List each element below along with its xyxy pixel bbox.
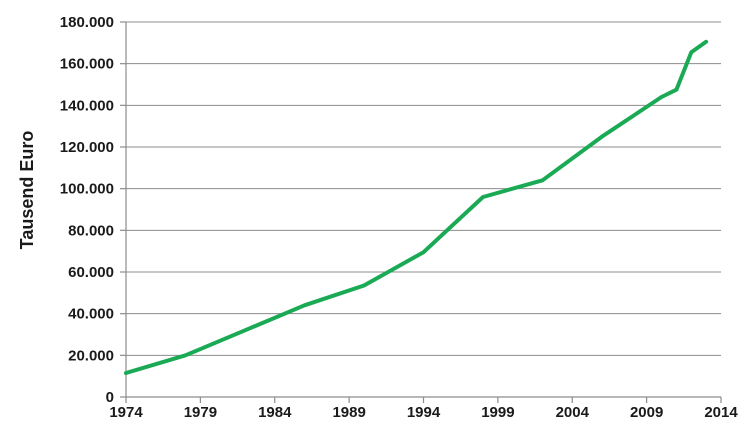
x-tick-label: 1974 bbox=[109, 404, 143, 421]
x-tick-label: 1979 bbox=[184, 404, 217, 421]
y-tick-label: 20.000 bbox=[68, 347, 114, 364]
x-tick-label: 2014 bbox=[704, 404, 738, 421]
y-axis-ticks: 0 20.000 40.000 60.000 80.000 100.000 120.000 1… bbox=[60, 14, 126, 406]
y-tick-label: 140.000 bbox=[60, 97, 114, 114]
x-tick-label: 1999 bbox=[481, 404, 514, 421]
y-tick-label: 100.000 bbox=[60, 181, 114, 198]
gridlines bbox=[126, 21, 721, 356]
y-tick-label: 160.000 bbox=[60, 56, 114, 73]
y-tick-label: 40.000 bbox=[68, 306, 114, 323]
x-tick-label: 1994 bbox=[407, 404, 441, 421]
x-tick-label: 1984 bbox=[258, 404, 292, 421]
x-tick-label: 2009 bbox=[630, 404, 663, 421]
y-tick-label: 60.000 bbox=[68, 264, 114, 281]
y-axis-title: Tausend Euro bbox=[17, 131, 37, 250]
y-tick-label: 180.000 bbox=[60, 14, 114, 31]
y-tick-label: 80.000 bbox=[68, 222, 114, 239]
y-tick-label: 0 bbox=[106, 389, 114, 406]
x-tick-label: 2004 bbox=[556, 404, 590, 421]
y-tick-label: 120.000 bbox=[60, 139, 114, 156]
x-axis-ticks: 1974 1979 1984 1989 1994 1999 2004 2009 2014 bbox=[109, 397, 738, 421]
x-tick-label: 1989 bbox=[332, 404, 365, 421]
series-line-0 bbox=[124, 39, 709, 375]
series-group bbox=[124, 39, 709, 375]
